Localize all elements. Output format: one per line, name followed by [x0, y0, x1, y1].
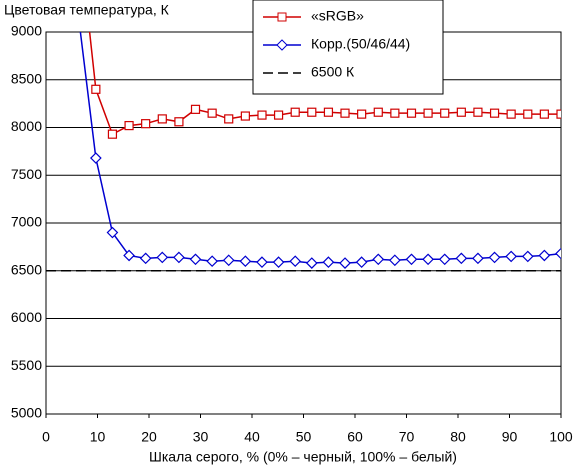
diamond-marker: [90, 152, 102, 164]
diamond-marker: [405, 253, 418, 266]
square-marker: [340, 108, 350, 118]
diamond-marker: [339, 257, 351, 269]
square-marker: [489, 108, 500, 118]
square-marker: [357, 109, 367, 119]
square-marker: [240, 111, 250, 121]
legend-marker: [277, 12, 287, 22]
y-tick-label: 8500: [11, 70, 42, 86]
square-marker: [539, 109, 549, 119]
chart-title: Цветовая температура, К: [4, 2, 170, 18]
square-marker: [440, 108, 450, 118]
x-tick-label: 0: [42, 429, 50, 445]
square-marker: [456, 107, 466, 117]
y-tick-label: 6500: [11, 261, 42, 277]
square-marker: [290, 107, 300, 117]
square-marker: [323, 107, 334, 117]
x-tick-label: 30: [193, 429, 209, 445]
diamond-marker: [239, 255, 252, 268]
diamond-marker: [389, 254, 401, 267]
diamond-marker: [472, 252, 484, 265]
square-marker: [157, 114, 167, 124]
square-marker: [224, 114, 234, 124]
diamond-marker: [455, 252, 468, 265]
diamond-marker: [189, 253, 202, 266]
legend-marker: [276, 39, 288, 51]
square-marker: [307, 107, 317, 117]
diamond-marker: [272, 256, 285, 269]
diamond-marker: [206, 255, 218, 268]
square-marker: [523, 109, 533, 119]
y-tick-label: 7000: [11, 214, 42, 230]
diamond-marker: [538, 249, 551, 262]
diamond-marker: [74, 17, 84, 27]
diamond-marker: [106, 226, 119, 239]
square-marker: [406, 108, 417, 118]
square-marker: [124, 120, 134, 131]
x-tick-label: 80: [450, 429, 466, 445]
diamond-marker: [372, 253, 385, 266]
square-marker: [257, 110, 267, 120]
y-tick-label: 6000: [11, 309, 42, 325]
x-tick-label: 100: [549, 429, 573, 445]
legend-label: «sRGB»: [311, 8, 364, 24]
square-marker: [473, 107, 483, 117]
x-tick-label: 60: [347, 429, 363, 445]
square-marker: [506, 109, 516, 119]
diamond-marker: [505, 250, 517, 263]
diamond-marker: [222, 254, 235, 267]
y-tick-label: 8000: [11, 118, 42, 134]
diamond-marker: [355, 256, 368, 269]
x-tick-label: 90: [502, 429, 518, 445]
y-tick-label: 5000: [11, 405, 42, 421]
x-tick-label: 50: [296, 429, 312, 445]
diamond-marker: [256, 256, 268, 269]
square-marker: [107, 129, 118, 139]
square-marker: [273, 110, 284, 120]
x-tick-label: 70: [399, 429, 415, 445]
diamond-marker: [305, 257, 318, 269]
y-tick-label: 7500: [11, 166, 42, 182]
diamond-marker: [555, 247, 561, 260]
x-axis-label: Шкала серого, % (0% – черный, 100% – бел…: [149, 449, 457, 465]
diamond-marker: [322, 256, 335, 269]
square-marker: [373, 107, 383, 117]
square-marker: [91, 84, 101, 94]
square-marker: [141, 119, 151, 129]
legend-label: Корр.(50/46/44): [311, 36, 410, 52]
y-tick-label: 5500: [11, 357, 42, 373]
diamond-marker: [139, 252, 152, 265]
diamond-marker: [173, 251, 185, 264]
square-marker: [190, 104, 201, 114]
y-tick-label: 9000: [11, 23, 42, 39]
plot-area: [46, 17, 561, 272]
legend-label: 6500 К: [311, 64, 355, 80]
square-marker: [390, 108, 400, 118]
square-marker: [556, 109, 561, 119]
diamond-marker: [488, 251, 501, 264]
square-marker: [174, 117, 184, 127]
x-tick-label: 20: [141, 429, 157, 445]
diamond-marker: [123, 249, 135, 262]
diamond-marker: [521, 250, 534, 263]
x-tick-label: 10: [90, 429, 106, 445]
square-marker: [423, 108, 433, 118]
square-marker: [207, 108, 217, 118]
x-tick-label: 40: [244, 429, 260, 445]
diamond-marker: [422, 253, 434, 266]
diamond-marker: [438, 253, 451, 266]
diamond-marker: [289, 255, 302, 268]
diamond-marker: [156, 251, 169, 264]
